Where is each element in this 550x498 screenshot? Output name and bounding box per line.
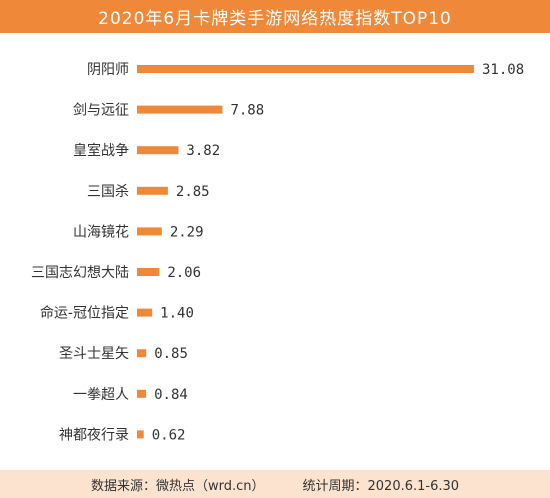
category-label: 山海镜花 <box>73 224 129 240</box>
value-label: 31.08 <box>482 62 524 78</box>
bar <box>137 268 160 276</box>
bar <box>137 389 147 398</box>
bar <box>137 186 168 195</box>
value-label: 0.84 <box>154 387 188 403</box>
bar <box>137 227 162 236</box>
category-label: 命运-冠位指定 <box>40 305 129 322</box>
value-label: 2.29 <box>170 224 204 240</box>
bar <box>137 146 179 155</box>
bar-chart: 阴阳师 31.08 剑与远征 7.88 皇室战争 3.82 三国杀 2.85 山海镜花 2.29 三… <box>31 62 524 443</box>
category-label: 三国志幻想大陆 <box>31 265 129 281</box>
bar <box>137 65 474 73</box>
value-label: 2.06 <box>167 265 201 281</box>
category-label: 剑与远征 <box>73 103 129 119</box>
bar <box>137 105 223 114</box>
category-label: 皇室战争 <box>73 142 129 159</box>
value-label: 2.85 <box>176 184 210 200</box>
category-label: 三国杀 <box>87 184 129 200</box>
bar <box>137 430 144 439</box>
bar <box>137 308 153 317</box>
chart-title: 2020年6月卡牌类手游网络热度指数TOP10 <box>98 9 452 29</box>
category-label: 阴阳师 <box>87 62 129 78</box>
bar <box>137 349 147 358</box>
category-label: 一拳超人 <box>73 387 129 403</box>
value-label: 0.85 <box>154 346 188 362</box>
footer: 数据来源：微热点（wrd.cn） 统计周期：2020.6.1-6.30 <box>0 470 550 498</box>
value-label: 7.88 <box>230 103 264 119</box>
value-label: 1.40 <box>160 306 194 322</box>
value-label: 0.62 <box>152 427 186 443</box>
stat-period: 统计周期：2020.6.1-6.30 <box>302 478 460 494</box>
data-source: 数据来源：微热点（wrd.cn） <box>90 478 265 494</box>
title-bar: 2020年6月卡牌类手游网络热度指数TOP10 <box>0 0 550 33</box>
value-label: 3.82 <box>186 143 220 159</box>
category-label: 神都夜行录 <box>59 427 129 443</box>
category-label: 圣斗士星矢 <box>59 346 129 362</box>
